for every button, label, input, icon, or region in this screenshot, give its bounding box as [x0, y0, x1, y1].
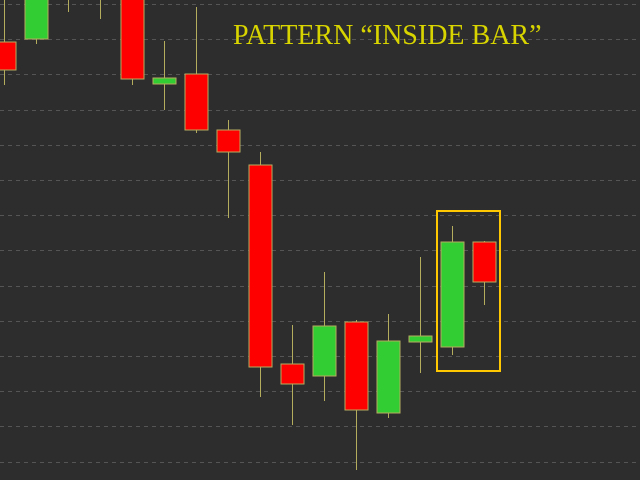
bearish-candle	[248, 164, 273, 368]
inside-bar-highlight-box	[436, 210, 501, 372]
bearish-candle	[0, 41, 17, 71]
bearish-candle	[120, 0, 145, 80]
bearish-candle	[472, 241, 497, 283]
bullish-candle	[440, 241, 465, 348]
bearish-candle	[216, 129, 241, 153]
bullish-candle	[24, 0, 49, 40]
chart-title: PATTERN “INSIDE BAR”	[233, 20, 542, 51]
bullish-candle	[376, 340, 401, 414]
bearish-candle	[184, 73, 209, 131]
bullish-candle	[152, 77, 177, 85]
bearish-candle	[280, 363, 305, 385]
bullish-candle	[312, 325, 337, 377]
bullish-candle	[408, 335, 433, 343]
bearish-candle	[344, 321, 369, 411]
